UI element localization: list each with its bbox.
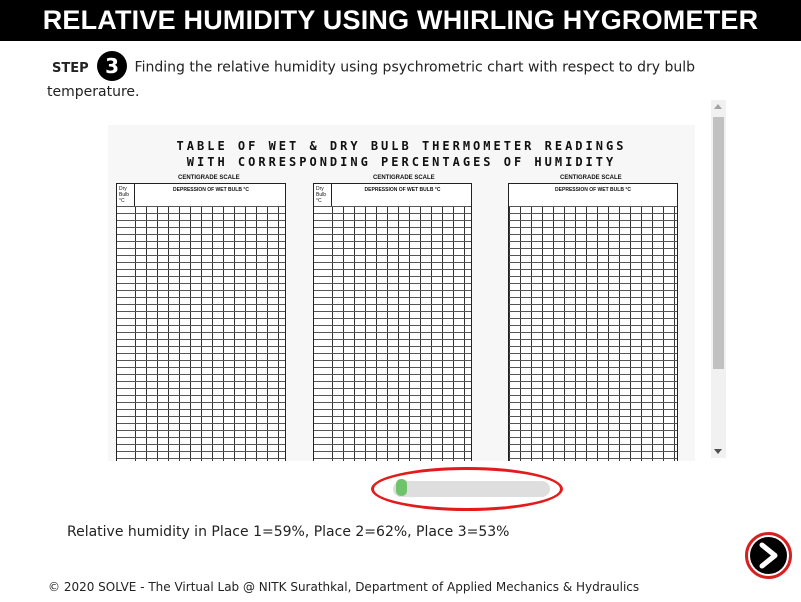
step-number-badge: 3 <box>97 51 128 81</box>
page-title: RELATIVE HUMIDITY USING WHIRLING HYGROME… <box>42 5 759 35</box>
header-bar <box>0 0 801 41</box>
table1-row-header: Dry Bulb °C <box>117 184 135 206</box>
scroll-down-icon[interactable] <box>714 449 722 454</box>
table-image-title-1: TABLE OF WET & DRY BULB THERMOMETER READ… <box>176 139 627 153</box>
table2-grid-rows <box>314 206 471 461</box>
table1-caption: CENTIGRADE SCALE <box>178 175 240 181</box>
footer-copyright: © 2020 SOLVE - The Virtual Lab @ NITK Su… <box>48 580 640 594</box>
table3-caption: CENTIGRADE SCALE <box>560 175 622 181</box>
humidity-table-1: Dry Bulb °C DEPRESSION OF WET BULB °C <box>116 183 286 461</box>
table3-grid-rows <box>509 206 677 461</box>
table2-caption: CENTIGRADE SCALE <box>373 175 435 181</box>
table2-column-title: DEPRESSION OF WET BULB °C <box>364 187 441 193</box>
slider-highlight-ring <box>371 467 563 511</box>
table2-header: Dry Bulb °C DEPRESSION OF WET BULB °C <box>314 184 471 207</box>
table1-header: Dry Bulb °C DEPRESSION OF WET BULB °C <box>117 184 285 207</box>
next-button-ring <box>745 532 792 579</box>
step-text: Finding the relative humidity using psyc… <box>47 59 696 101</box>
humidity-table-image: TABLE OF WET & DRY BULB THERMOMETER READ… <box>108 125 695 461</box>
image-slider-track[interactable] <box>393 481 550 497</box>
vertical-scrollbar[interactable] <box>711 100 726 458</box>
arrow-right-icon <box>759 542 778 569</box>
table1-grid-rows <box>117 206 285 461</box>
scroll-up-icon[interactable] <box>714 104 722 109</box>
humidity-table-2: Dry Bulb °C DEPRESSION OF WET BULB °C <box>313 183 472 461</box>
table-image-title-2: WITH CORRESPONDING PERCENTAGES OF HUMIDI… <box>186 155 617 169</box>
table3-header: DEPRESSION OF WET BULB °C <box>509 184 677 207</box>
scrollbar-thumb[interactable] <box>713 117 724 369</box>
next-button[interactable] <box>750 537 787 574</box>
step-label: STEP <box>52 61 89 76</box>
table1-column-title: DEPRESSION OF WET BULB °C <box>173 187 249 193</box>
table2-row-header: Dry Bulb °C <box>314 184 332 206</box>
humidity-table-3: DEPRESSION OF WET BULB °C <box>508 183 678 461</box>
result-text: Relative humidity in Place 1=59%, Place … <box>67 524 510 540</box>
image-slider-thumb[interactable] <box>396 479 407 496</box>
step-instruction: STEP 3 Finding the relative humidity usi… <box>47 51 747 103</box>
table3-column-title: DEPRESSION OF WET BULB °C <box>555 187 631 193</box>
